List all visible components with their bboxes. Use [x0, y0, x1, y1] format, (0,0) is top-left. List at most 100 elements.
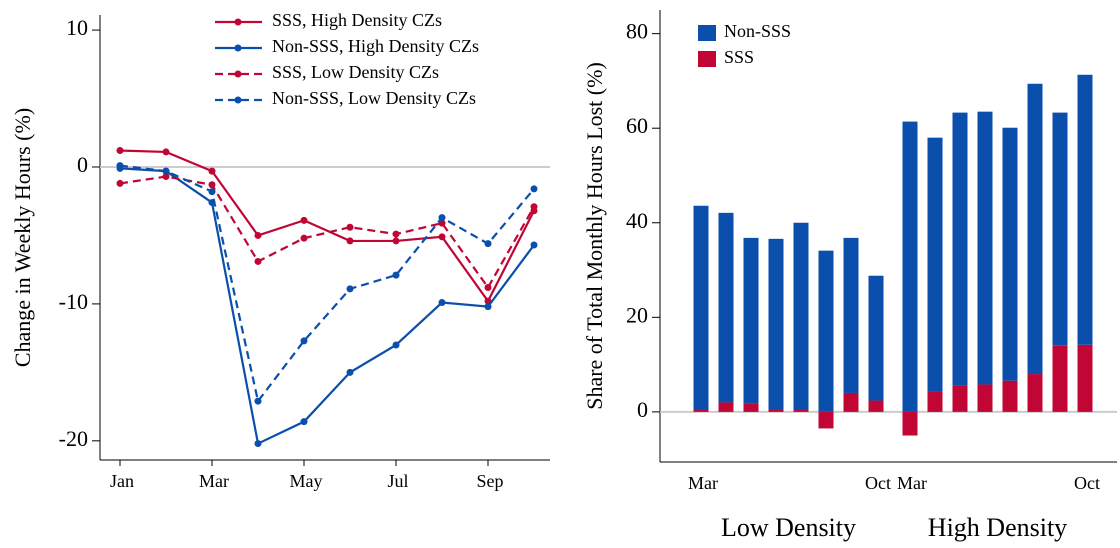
x-tick-label: Jan — [110, 471, 134, 491]
bar-segment — [1077, 344, 1093, 412]
bar-segment — [902, 411, 918, 436]
point — [484, 283, 492, 291]
y-tick-label: 80 — [626, 19, 648, 44]
bar-segment — [793, 409, 809, 412]
y-tick-label: 60 — [626, 113, 648, 138]
bar-segment — [868, 275, 884, 401]
point — [162, 167, 170, 175]
bar-segment — [977, 384, 993, 412]
bar-segment — [693, 409, 709, 412]
series-line — [119, 175, 535, 290]
point — [254, 257, 262, 265]
bar-segment — [693, 205, 709, 410]
y-axis-label: Share of Total Monthly Hours Lost (%) — [582, 62, 607, 410]
series-line — [119, 167, 535, 446]
x-tick-label: May — [290, 471, 323, 491]
x-tick-label: Oct — [865, 473, 891, 493]
point — [300, 216, 308, 224]
bar-segment — [818, 411, 834, 429]
group-label: High Density — [928, 513, 1067, 542]
y-tick-label: 20 — [626, 302, 648, 327]
series-line — [119, 164, 535, 404]
y-tick-label: 0 — [637, 397, 648, 422]
point — [484, 303, 492, 311]
y-axis-label: Change in Weekly Hours (%) — [10, 108, 35, 367]
bar-segment — [718, 402, 734, 412]
bar-segment — [1002, 127, 1018, 381]
point — [438, 233, 446, 241]
point — [392, 230, 400, 238]
point — [162, 173, 170, 181]
bar-segment — [952, 112, 968, 386]
bar-segment — [843, 237, 859, 393]
x-tick-label: Oct — [1074, 473, 1100, 493]
x-tick-label: Mar — [199, 471, 229, 491]
point — [208, 188, 216, 196]
point — [300, 234, 308, 242]
bar-segment — [743, 403, 759, 412]
bar-segment — [1077, 74, 1093, 345]
bar-segment — [768, 409, 784, 412]
x-tick-label: Sep — [477, 471, 504, 491]
bar-segment — [868, 400, 884, 412]
x-tick-label: Mar — [688, 473, 718, 493]
x-tick-label: Mar — [897, 473, 927, 493]
point — [530, 185, 538, 193]
y-tick-label: 0 — [77, 152, 88, 177]
point — [484, 240, 492, 248]
legend-marker — [234, 70, 242, 78]
y-tick-label: 10 — [66, 15, 88, 40]
series-line — [119, 149, 535, 304]
bar-segment — [977, 111, 993, 385]
bar-segment — [902, 121, 918, 412]
point — [116, 179, 124, 187]
point — [346, 285, 354, 293]
point — [392, 237, 400, 245]
bar-segment — [1052, 345, 1068, 412]
point — [116, 162, 124, 170]
point — [346, 223, 354, 231]
point — [530, 203, 538, 211]
bar-segment — [927, 137, 943, 392]
y-tick-label: -20 — [59, 426, 88, 451]
legend-marker — [234, 96, 242, 104]
point — [300, 337, 308, 345]
point — [254, 231, 262, 239]
legend-label: SSS, Low Density CZs — [272, 62, 439, 82]
legend-label: SSS — [724, 47, 754, 67]
legend-marker — [234, 18, 242, 26]
bar-segment — [1052, 112, 1068, 346]
x-tick-label: Jul — [387, 471, 408, 491]
bar-segment — [818, 250, 834, 412]
group-label: Low Density — [721, 513, 856, 542]
bar-segment — [952, 385, 968, 412]
bar-segment — [768, 238, 784, 410]
point — [300, 418, 308, 426]
point — [208, 181, 216, 189]
bar-segment — [1002, 380, 1018, 412]
point — [438, 299, 446, 307]
bar-segment — [927, 391, 943, 412]
point — [162, 148, 170, 156]
point — [208, 167, 216, 175]
point — [254, 440, 262, 448]
legend-marker — [234, 44, 242, 52]
bar-segment — [718, 212, 734, 403]
bar-segment — [843, 392, 859, 412]
point — [392, 341, 400, 349]
legend-swatch — [698, 25, 716, 41]
legend-label: Non-SSS, Low Density CZs — [272, 88, 476, 108]
bar-segment — [743, 237, 759, 404]
legend-label: Non-SSS — [724, 21, 791, 41]
y-tick-label: 40 — [626, 208, 648, 233]
point — [116, 147, 124, 155]
point — [346, 237, 354, 245]
point — [530, 241, 538, 249]
y-tick-label: -10 — [59, 289, 88, 314]
point — [254, 397, 262, 405]
legend-swatch — [698, 51, 716, 67]
point — [392, 271, 400, 279]
bar-segment — [793, 222, 809, 410]
bar-segment — [1027, 374, 1043, 412]
